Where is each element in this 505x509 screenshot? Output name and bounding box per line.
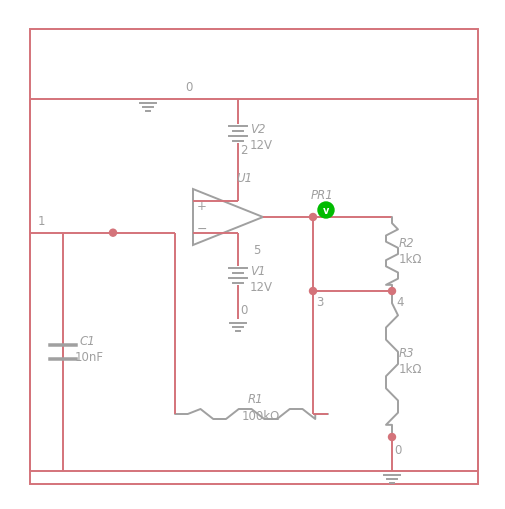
- Circle shape: [109, 230, 116, 237]
- Text: PR1: PR1: [311, 189, 333, 202]
- Text: 3: 3: [316, 295, 323, 308]
- Text: 12V: 12V: [249, 139, 273, 152]
- Text: R2: R2: [398, 237, 414, 249]
- Text: U1: U1: [235, 172, 251, 185]
- Text: 1kΩ: 1kΩ: [398, 252, 422, 266]
- Text: 0: 0: [393, 443, 400, 456]
- Text: V2: V2: [249, 123, 265, 136]
- Text: 10nF: 10nF: [75, 350, 104, 363]
- Text: 1kΩ: 1kΩ: [398, 362, 422, 375]
- Circle shape: [317, 203, 333, 218]
- Text: 12V: 12V: [249, 280, 273, 293]
- Text: 4: 4: [395, 295, 402, 308]
- Text: V1: V1: [249, 265, 265, 277]
- Circle shape: [388, 434, 395, 441]
- Text: 0: 0: [239, 303, 247, 317]
- Text: C1: C1: [80, 334, 95, 347]
- Text: R3: R3: [398, 346, 414, 359]
- Text: 2: 2: [239, 144, 247, 157]
- Circle shape: [388, 288, 395, 295]
- Text: 5: 5: [252, 243, 260, 256]
- Text: 1: 1: [38, 214, 45, 227]
- Text: 100kΩ: 100kΩ: [241, 409, 279, 422]
- Circle shape: [309, 288, 316, 295]
- Circle shape: [309, 214, 316, 221]
- Text: +: +: [196, 200, 207, 213]
- Text: v: v: [322, 206, 329, 216]
- Text: −: −: [196, 222, 207, 235]
- Text: R1: R1: [247, 392, 263, 405]
- Bar: [30, 30, 477, 484]
- Text: 0: 0: [185, 81, 192, 94]
